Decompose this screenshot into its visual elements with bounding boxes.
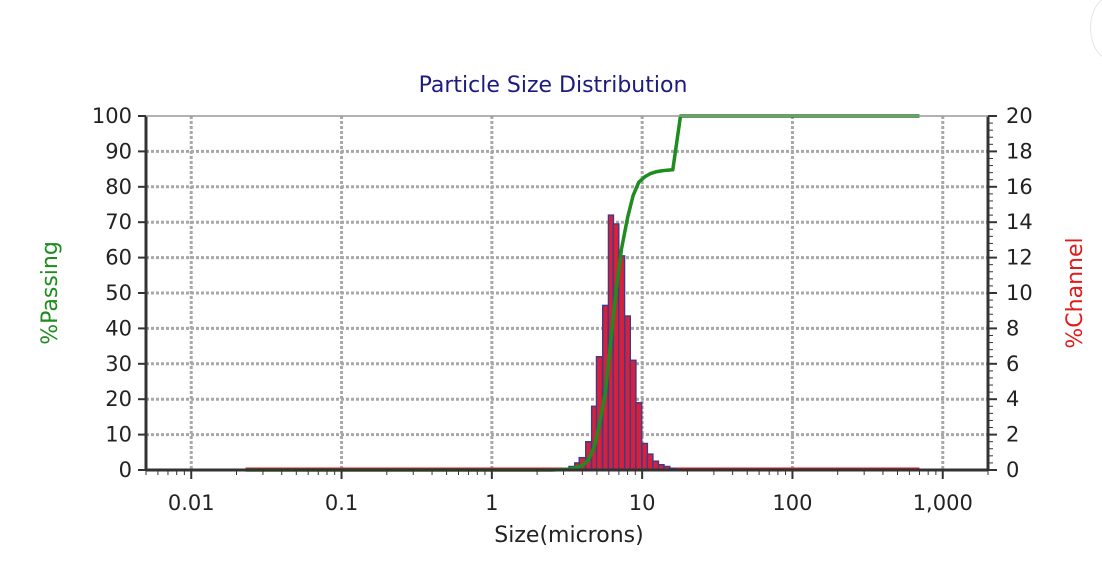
right-tick-label: 6 — [1006, 352, 1019, 376]
left-tick-label: 0 — [119, 458, 132, 482]
right-tick-label: 12 — [1006, 246, 1033, 270]
left-tick-label: 50 — [105, 281, 132, 305]
right-tick-label: 14 — [1006, 210, 1033, 234]
channel-bar — [635, 402, 643, 471]
right-tick-label: 16 — [1006, 175, 1033, 199]
x-tick-label: 1,000 — [913, 491, 973, 515]
channel-bars — [245, 214, 920, 471]
x-axis-label: Size(microns) — [494, 523, 643, 548]
right-tick-label: 8 — [1006, 316, 1019, 340]
right-axis-ticks: 0 2 4 6 8 10 12 14 16 18 20 — [988, 104, 1033, 482]
x-tick-label: 0.1 — [325, 491, 358, 515]
x-tick-label: 100 — [772, 491, 812, 515]
x-tick-label: 1 — [485, 491, 498, 515]
channel-bar — [646, 453, 654, 471]
x-axis-ticks: 0.01 0.1 1 10 100 1,000 — [145, 470, 989, 515]
right-tick-label: 0 — [1006, 458, 1019, 482]
left-tick-label: 70 — [105, 210, 132, 234]
grid-lines — [146, 116, 988, 470]
left-tick-label: 30 — [105, 352, 132, 376]
left-tick-label: 10 — [105, 423, 132, 447]
left-tick-label: 100 — [92, 104, 132, 128]
right-axis-label: %Channel — [1063, 237, 1088, 348]
left-tick-label: 60 — [105, 246, 132, 270]
left-tick-label: 80 — [105, 175, 132, 199]
channel-bar — [641, 442, 649, 471]
channel-bar — [617, 255, 626, 471]
right-tick-label: 10 — [1006, 281, 1033, 305]
channel-bar — [629, 359, 637, 471]
left-axis-label: %Passing — [38, 241, 63, 345]
left-axis-ticks: 0 10 20 30 40 50 60 70 80 90 100 — [92, 104, 146, 482]
left-tick-label: 90 — [105, 139, 132, 163]
left-tick-label: 20 — [105, 387, 132, 411]
right-tick-label: 20 — [1006, 104, 1033, 128]
x-tick-label: 0.01 — [168, 491, 215, 515]
right-tick-label: 18 — [1006, 139, 1033, 163]
chart-title: Particle Size Distribution — [419, 73, 688, 98]
left-tick-label: 40 — [105, 316, 132, 340]
right-tick-label: 2 — [1006, 423, 1019, 447]
x-tick-label: 10 — [629, 491, 656, 515]
right-tick-label: 4 — [1006, 387, 1019, 411]
